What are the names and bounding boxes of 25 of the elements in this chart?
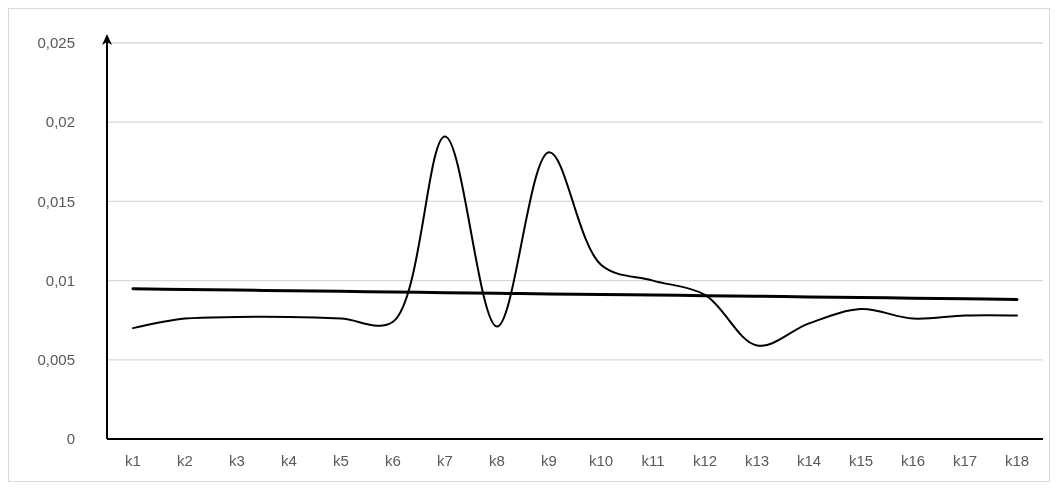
x-tick-label: k5 xyxy=(333,452,349,469)
x-tick-label: k13 xyxy=(744,452,770,469)
x-tick-label: k14 xyxy=(796,452,822,469)
x-tick-label: k18 xyxy=(1004,452,1030,469)
x-tick-label: k8 xyxy=(489,452,505,469)
x-tick-label: k3 xyxy=(229,452,245,469)
y-tick-label: 0,005 xyxy=(37,351,75,369)
y-tick-label: 0,015 xyxy=(37,192,75,210)
line-series xyxy=(132,135,1018,347)
x-tick-label: k15 xyxy=(848,452,874,469)
x-tick-label: k1 xyxy=(125,452,141,469)
x-tick-label: k9 xyxy=(541,452,557,469)
x-tick-label: k11 xyxy=(641,452,665,469)
x-tick-label: k7 xyxy=(437,452,453,469)
x-tick-label: k12 xyxy=(692,452,718,469)
y-tick-label: 0,025 xyxy=(37,34,75,52)
x-tick-label: k17 xyxy=(952,452,978,469)
x-tick-label: k16 xyxy=(900,452,926,469)
y-tick-label: 0,01 xyxy=(45,271,75,289)
x-tick-label: k10 xyxy=(588,452,614,469)
y-tick-label: 0 xyxy=(66,430,75,448)
x-tick-label: k4 xyxy=(281,452,297,469)
x-tick-label: k6 xyxy=(385,452,401,469)
x-tick-label: k2 xyxy=(177,452,193,469)
y-tick-label: 0,02 xyxy=(45,113,75,131)
